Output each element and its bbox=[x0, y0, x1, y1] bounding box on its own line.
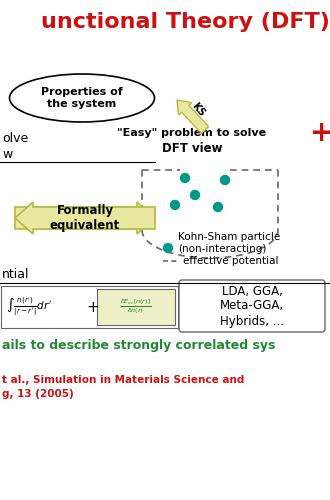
FancyBboxPatch shape bbox=[97, 289, 175, 325]
Text: +: + bbox=[310, 119, 330, 147]
Circle shape bbox=[171, 200, 180, 209]
Text: effective potential: effective potential bbox=[183, 256, 279, 266]
Text: Formally
equivalent: Formally equivalent bbox=[50, 204, 120, 232]
Text: ntial: ntial bbox=[2, 268, 29, 281]
Circle shape bbox=[163, 244, 173, 252]
Text: KS: KS bbox=[189, 101, 207, 119]
Text: LDA, GGA,
Meta-GGA,
Hybrids, ...: LDA, GGA, Meta-GGA, Hybrids, ... bbox=[220, 284, 284, 328]
Text: olve: olve bbox=[2, 132, 28, 144]
Text: DFT view: DFT view bbox=[162, 142, 222, 154]
Text: t al., Simulation in Materials Science and: t al., Simulation in Materials Science a… bbox=[2, 375, 245, 385]
FancyBboxPatch shape bbox=[179, 280, 325, 332]
Text: unctional Theory (DFT): unctional Theory (DFT) bbox=[41, 12, 330, 32]
Text: $\frac{\delta E_{xc}[n(r)]}{\delta n(r)}$: $\frac{\delta E_{xc}[n(r)]}{\delta n(r)}… bbox=[120, 298, 152, 316]
Ellipse shape bbox=[10, 74, 154, 122]
Text: "Easy" problem to solve: "Easy" problem to solve bbox=[117, 128, 267, 138]
Circle shape bbox=[220, 176, 229, 184]
Circle shape bbox=[181, 174, 189, 182]
Circle shape bbox=[214, 202, 222, 211]
FancyBboxPatch shape bbox=[1, 286, 178, 328]
Text: Properties of
the system: Properties of the system bbox=[41, 87, 123, 109]
FancyArrow shape bbox=[15, 202, 155, 234]
Text: $\int \frac{n(r^{\prime})}{|r-r^{\prime}|} dr^{\prime}$: $\int \frac{n(r^{\prime})}{|r-r^{\prime}… bbox=[6, 296, 52, 318]
Text: g, 13 (2005): g, 13 (2005) bbox=[2, 389, 74, 399]
Circle shape bbox=[190, 190, 200, 200]
Text: ails to describe strongly correlated sys: ails to describe strongly correlated sys bbox=[2, 338, 275, 351]
FancyArrow shape bbox=[177, 100, 209, 134]
Text: w: w bbox=[2, 148, 12, 162]
Text: Kohn-Sham particle
(non-interacting): Kohn-Sham particle (non-interacting) bbox=[178, 232, 280, 254]
FancyArrow shape bbox=[15, 202, 155, 234]
Text: $+$: $+$ bbox=[86, 300, 100, 314]
